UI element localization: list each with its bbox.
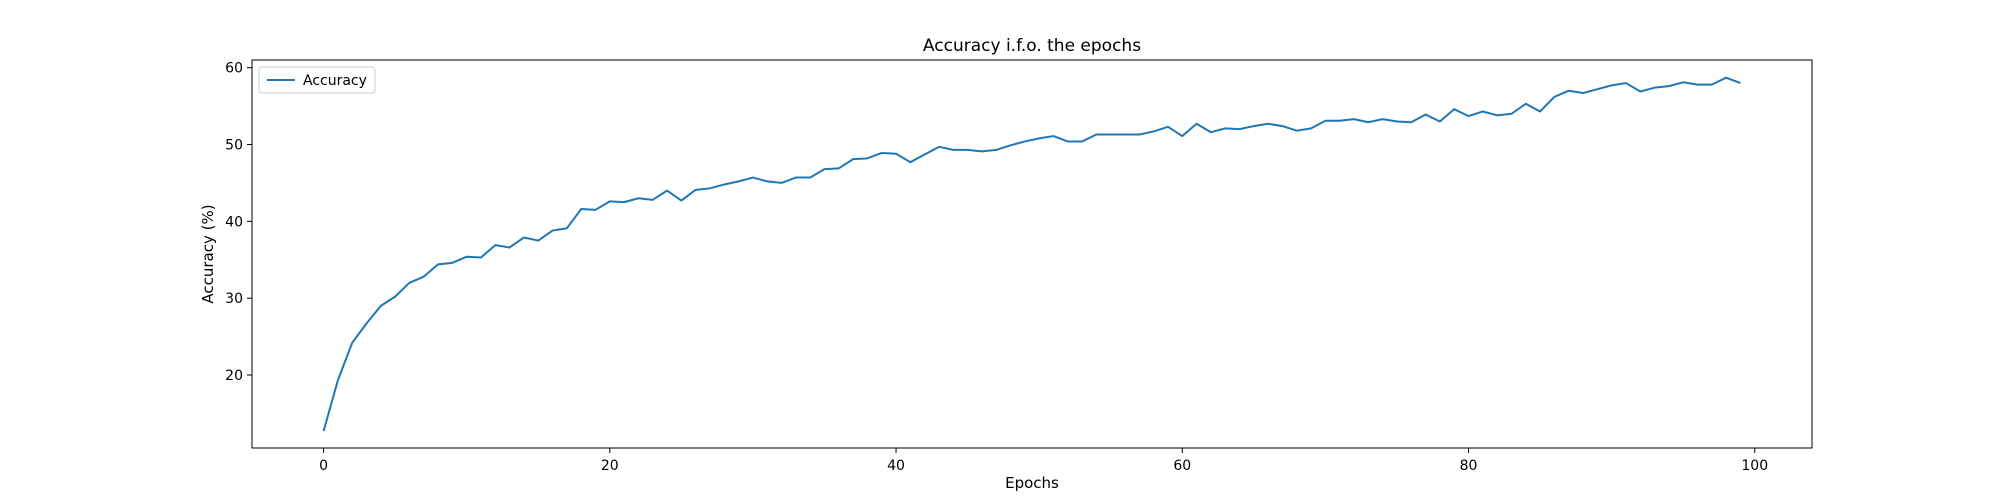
x-tick-label: 0 [319,458,328,474]
y-tick-label: 60 [225,61,243,77]
x-tick-label: 80 [1460,458,1478,474]
legend-label: Accuracy [303,73,367,89]
legend-box [258,66,376,94]
x-tick-label: 60 [1173,458,1191,474]
plot-frame [251,59,1813,449]
x-tick-label: 100 [1741,458,1768,474]
y-tick-label: 30 [225,291,243,307]
series-group [322,76,1741,432]
y-axis-ticks: 20 30 40 50 60 [225,61,252,384]
y-tick-label: 40 [225,214,243,230]
y-axis-label: Accuracy (%) [199,204,217,303]
x-axis-label: Epochs [1005,474,1059,492]
x-axis-ticks: 0 20 40 60 80 100 [319,448,1768,474]
x-tick-label: 20 [601,458,619,474]
y-tick-label: 50 [225,138,243,154]
x-tick-label: 40 [887,458,905,474]
y-tick-label: 20 [225,368,243,384]
series-line-accuracy [322,76,1741,432]
chart-title: Accuracy i.f.o. the epochs [923,36,1141,56]
legend: Accuracy [258,66,376,94]
